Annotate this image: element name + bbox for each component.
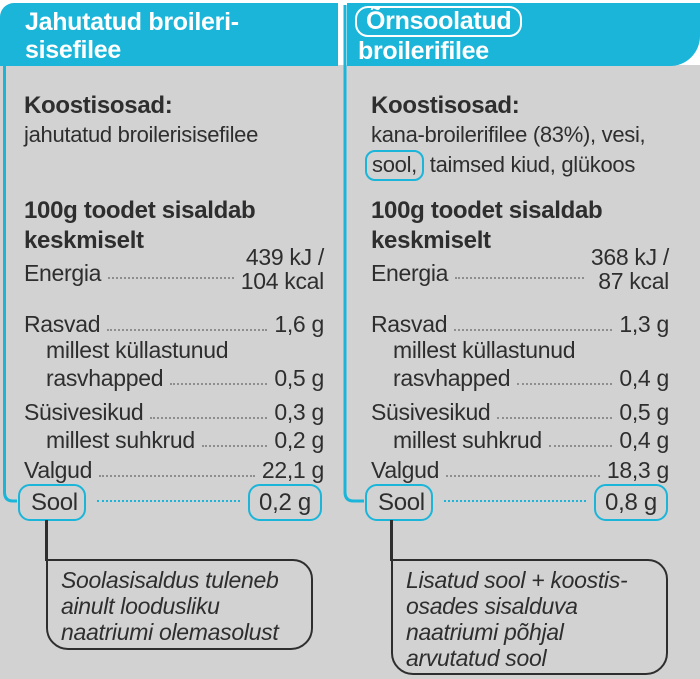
left-callout-line2: ainult loodusliku — [61, 593, 220, 619]
dotted-leader — [201, 445, 268, 447]
right-rasvad-label: Rasvad — [371, 311, 448, 337]
right-valgud-label: Valgud — [371, 457, 440, 483]
dotted-leader — [455, 277, 584, 279]
right-kyllastunud-label-line2: rasvhapped — [393, 365, 511, 391]
right-sool-explanation-callout: Lisatud sool + koostis- osades sisalduva… — [391, 559, 668, 675]
left-ingredients-text: jahutatud broilerisisefilee — [24, 122, 259, 147]
right-sool-dotted-leader — [444, 484, 586, 502]
left-row-susivesikud: Süsivesikud 0,3 g — [24, 396, 324, 426]
left-ingredients-heading: Koostisosad: — [24, 92, 173, 119]
left-suhkrud-label: millest suhkrud — [46, 427, 195, 453]
right-ingredients-line2-rest: taimsed kiud, glükoos — [423, 152, 636, 177]
left-susivesikud-value: 0,3 g — [274, 399, 324, 425]
dotted-leader — [150, 417, 268, 419]
left-sool-explanation-callout: Soolasisaldus tuleneb ainult loodusliku … — [46, 559, 313, 650]
dotted-leader — [517, 383, 613, 385]
left-product-title-line2: sisefilee — [25, 36, 121, 64]
right-callout-connector-line — [390, 520, 393, 561]
right-valgud-value: 18,3 g — [606, 457, 669, 483]
dotted-leader — [454, 329, 613, 331]
right-nutrition-heading-line2: keskmiselt — [371, 227, 491, 254]
right-callout-line3: naatriumi põhjal — [406, 619, 564, 645]
left-susivesikud-label: Süsivesikud — [24, 399, 144, 425]
left-row-kyllastunud: rasvhapped 0,5 g — [24, 362, 324, 392]
left-product-title-line1: Jahutatud broileri- — [25, 8, 239, 36]
right-callout-line1: Lisatud sool + koostis- — [406, 567, 628, 593]
right-row-energia: Energia 368 kJ / 87 kcal — [371, 244, 669, 294]
dotted-leader — [497, 417, 613, 419]
left-panel-content: Koostisosad: jahutatud broilerisisefilee… — [24, 0, 324, 679]
right-nutrition-heading-line1: 100g toodet sisaldab — [371, 197, 603, 224]
right-row-suhkrud: millest suhkrud 0,4 g — [371, 424, 669, 454]
right-kyllastunud-value: 0,4 g — [619, 365, 669, 391]
right-callout-line4: arvutatud sool — [406, 645, 547, 671]
left-row-energia: Energia 439 kJ / 104 kcal — [24, 244, 325, 294]
right-susivesikud-value: 0,5 g — [619, 399, 669, 425]
right-sool-label-box: Sool — [365, 484, 433, 521]
right-ingredients-text-line2: sool, taimsed kiud, glükoos — [365, 150, 669, 181]
right-product-title-highlight-pill: Õrnsoolatud — [355, 6, 523, 37]
dotted-leader — [548, 445, 613, 447]
right-susivesikud-label: Süsivesikud — [371, 399, 491, 425]
right-ingredients-text-line1: kana-broilerifilee (83%), vesi, — [371, 122, 646, 147]
dotted-leader — [107, 329, 268, 331]
right-row-valgud: Valgud 18,3 g — [371, 454, 669, 484]
right-sool-value-box: 0,8 g — [594, 484, 668, 521]
right-rasvad-value: 1,3 g — [619, 311, 669, 337]
left-nutrition-heading-line1: 100g toodet sisaldab — [24, 197, 256, 224]
left-energia-label: Energia — [24, 260, 102, 286]
left-nutrition-heading: 100g toodet sisaldab keskmiselt — [24, 196, 324, 256]
left-suhkrud-value: 0,2 g — [274, 427, 324, 453]
left-sool-dotted-leader — [97, 484, 240, 502]
right-product-header: Õrnsoolatud broilerifilee — [347, 3, 700, 66]
right-energia-value: 368 kJ / 87 kcal — [590, 244, 669, 294]
left-rasvad-value: 1,6 g — [274, 311, 324, 337]
dotted-leader — [108, 277, 234, 279]
left-rasvad-label: Rasvad — [24, 311, 101, 337]
left-callout-line3: naatriumi olemasolust — [61, 619, 279, 645]
right-callout-line2: osades sisalduva — [406, 593, 578, 619]
right-suhkrud-value: 0,4 g — [619, 427, 669, 453]
right-panel-content: Koostisosad: kana-broilerifilee (83%), v… — [365, 0, 669, 679]
dotted-leader — [99, 475, 255, 477]
right-row-susivesikud: Süsivesikud 0,5 g — [371, 396, 669, 426]
right-row-kyllastunud: rasvhapped 0,4 g — [371, 362, 669, 392]
left-row-suhkrud: millest suhkrud 0,2 g — [24, 424, 324, 454]
right-product-title-line2: broilerifilee — [358, 37, 489, 65]
right-ingredients-heading: Koostisosad: — [371, 92, 520, 119]
left-sool-label-box: Sool — [18, 484, 86, 521]
left-row-rasvad: Rasvad 1,6 g — [24, 308, 324, 338]
right-kyllastunud-label-line1: millest küllastunud — [393, 337, 576, 363]
right-suhkrud-label: millest suhkrud — [393, 427, 542, 453]
right-ingredient-sool-highlight-pill: sool, — [365, 150, 424, 181]
left-row-valgud: Valgud 22,1 g — [24, 454, 324, 484]
left-kyllastunud-label-line2: rasvhapped — [46, 365, 164, 391]
left-callout-line1: Soolasisaldus tuleneb — [61, 567, 279, 593]
left-valgud-value: 22,1 g — [261, 457, 324, 483]
left-product-header: Jahutatud broileri- sisefilee — [0, 3, 338, 66]
dotted-leader — [446, 475, 600, 477]
right-row-rasvad: Rasvad 1,3 g — [371, 308, 669, 338]
left-sool-value-box: 0,2 g — [248, 484, 322, 521]
left-valgud-label: Valgud — [24, 457, 93, 483]
left-nutrition-heading-line2: keskmiselt — [24, 227, 144, 254]
right-product-title-line1-wrap: Õrnsoolatud — [355, 6, 700, 37]
left-energia-value: 439 kJ / 104 kcal — [240, 244, 325, 294]
left-kyllastunud-label-line1: millest küllastunud — [46, 337, 229, 363]
dotted-leader — [170, 383, 268, 385]
left-kyllastunud-value: 0,5 g — [274, 365, 324, 391]
left-callout-connector-line — [45, 520, 48, 561]
right-energia-label: Energia — [371, 260, 449, 286]
right-nutrition-heading: 100g toodet sisaldab keskmiselt — [371, 196, 669, 256]
